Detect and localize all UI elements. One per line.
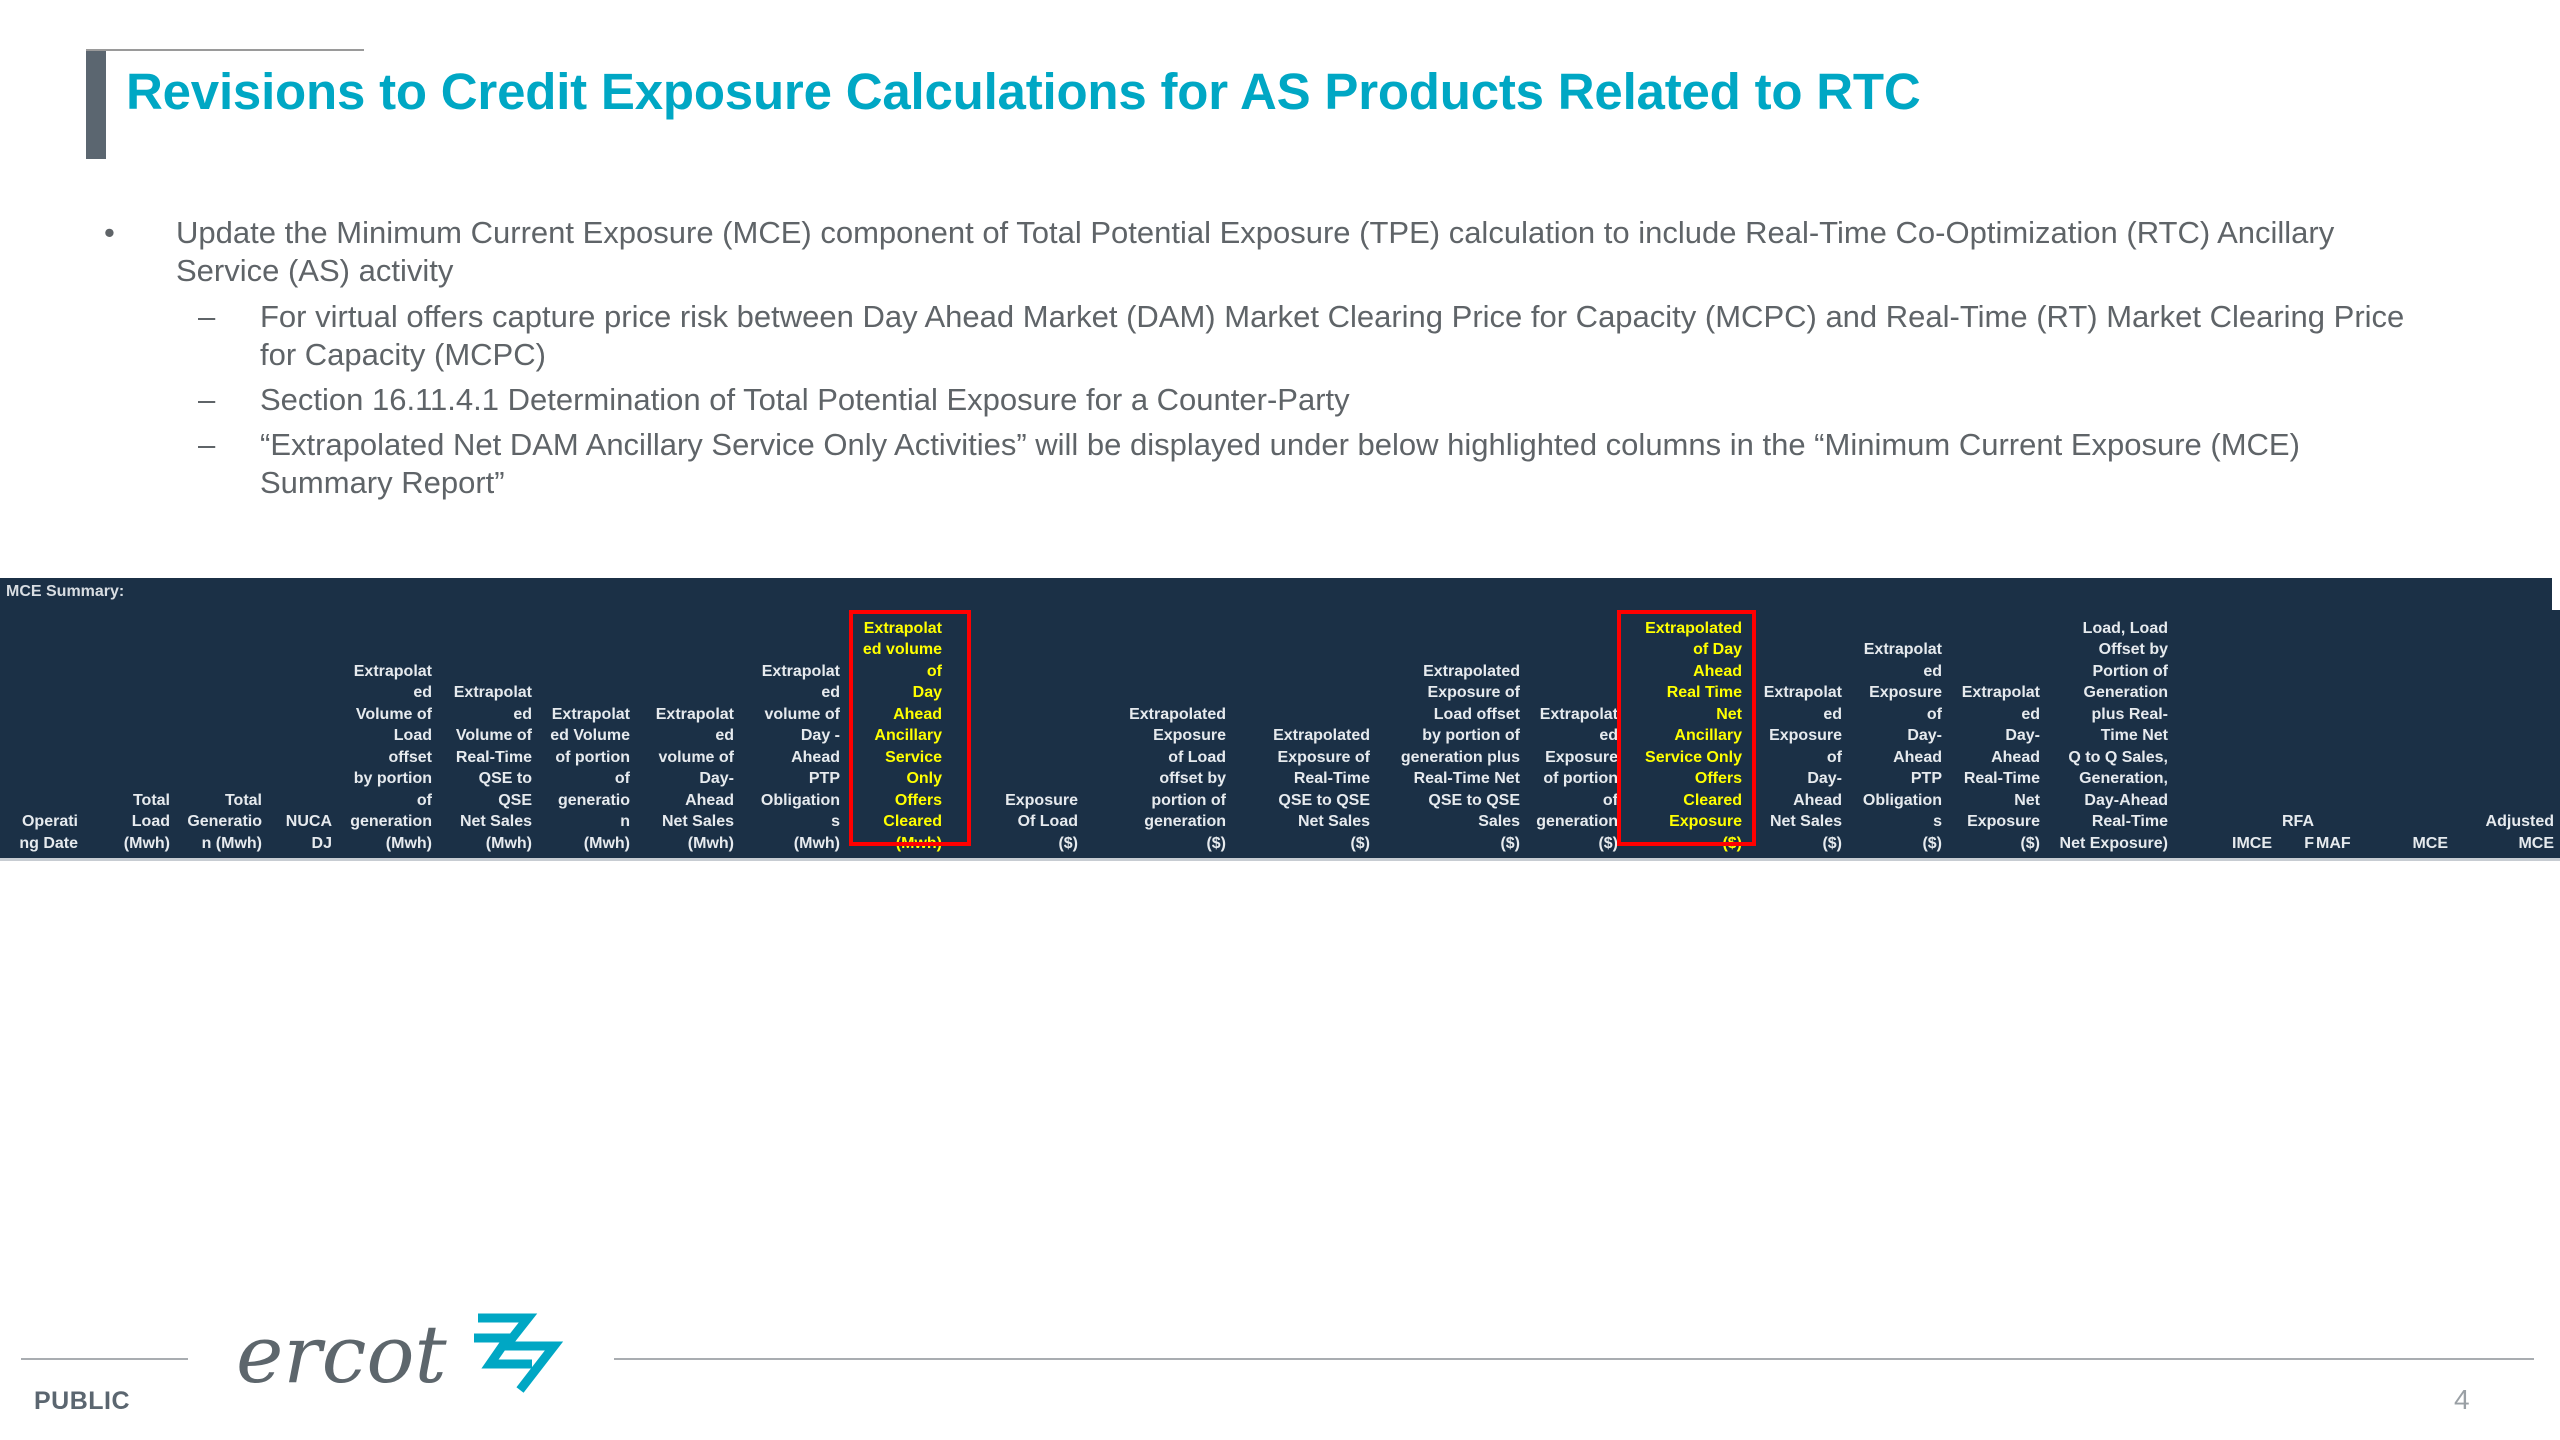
sub-bullet-text: Section 16.11.4.1 Determination of Total… [260, 382, 1350, 417]
mce-summary-table: MCE Summary: Operati ng Date Total Load … [0, 578, 2560, 861]
column-header: Extrapolat ed Volume of portion of gener… [550, 705, 630, 852]
column-header: Extrapolated Exposure of Real-Time QSE t… [1273, 727, 1370, 852]
column-header: Extrapolat ed volume of Day - Ahead PTP … [760, 662, 840, 852]
column-header: Total Generatio n (Mwh) [187, 791, 262, 852]
footer-rule-right [614, 1358, 2534, 1360]
page-number: 4 [2454, 1384, 2470, 1415]
column-header: Extrapolated Exposure of Load offset by … [1400, 662, 1520, 852]
classification-label: PUBLIC [34, 1387, 131, 1415]
column-header: Extrapolat ed Exposure of Day- Ahead Net… [1763, 684, 1842, 852]
highlight-box-rt-exposure [1617, 610, 1756, 846]
title-rule [86, 49, 364, 51]
sub-bullet-text: For virtual offers capture price risk be… [260, 299, 2405, 372]
column-header: Load, Load Offset by Portion of Generati… [2059, 619, 2168, 852]
column-header: Extrapolated Exposure of Load offset by … [1129, 705, 1226, 852]
highlighted-column-header: Extrapolated of Day Ahead Real Time Net … [1645, 619, 1742, 852]
column-header: Extrapolat ed Exposure of portion of gen… [1536, 705, 1618, 852]
sub-bullet-item: – “Extrapolated Net DAM Ancillary Servic… [100, 426, 2440, 502]
column-header: Extrapolat ed Day- Ahead Real-Time Net E… [1961, 684, 2040, 852]
sub-bullet-item: – Section 16.11.4.1 Determination of Tot… [100, 381, 2440, 419]
slide-title: Revisions to Credit Exposure Calculation… [126, 63, 1921, 120]
column-header: RFA F [2282, 813, 2314, 852]
sub-bullet-text: “Extrapolated Net DAM Ancillary Service … [260, 427, 2300, 500]
column-header: Operati ng Date [19, 813, 78, 852]
column-header: Extrapolat ed Volume of Load offset by p… [350, 662, 432, 852]
dash-marker: – [198, 427, 216, 462]
column-header: NUCA DJ [285, 813, 332, 852]
column-header: MAF [2316, 834, 2351, 852]
highlight-box-dam-volume [849, 610, 971, 846]
column-header: Extrapolat ed volume of Day- Ahead Net S… [655, 705, 734, 852]
logo-bolt-icon [474, 1313, 564, 1393]
highlighted-column-header: Extrapolat ed volume of Day Ahead Ancill… [862, 619, 942, 852]
column-header: MCE [2412, 834, 2448, 852]
dash-marker: – [198, 299, 216, 334]
sub-bullet-item: – For virtual offers capture price risk … [100, 298, 2440, 374]
column-header: Total Load (Mwh) [123, 791, 170, 852]
footer-rule-left [21, 1358, 188, 1360]
mce-table-caption: MCE Summary: [0, 578, 2552, 611]
bullet-text: Update the Minimum Current Exposure (MCE… [176, 215, 2335, 288]
bullet-item: • Update the Minimum Current Exposure (M… [100, 214, 2440, 290]
mce-caption-text: MCE Summary: [6, 583, 125, 600]
bullet-marker: • [104, 215, 115, 250]
title-accent-bar [86, 51, 106, 159]
column-header: Extrapolat ed Volume of Real-Time QSE to… [453, 684, 532, 852]
dash-marker: – [198, 382, 216, 417]
column-header: Exposure Of Load ($) [1005, 791, 1078, 852]
ercot-logo: ercot [236, 1308, 564, 1401]
mce-column-headers: Operati ng Date Total Load (Mwh) Total G… [0, 610, 2560, 861]
column-header: Adjusted MCE [2485, 813, 2554, 852]
logo-wordmark: ercot [236, 1308, 448, 1401]
bullet-list: • Update the Minimum Current Exposure (M… [100, 214, 2440, 502]
column-header: Extrapolat ed Exposure of Day- Ahead PTP… [1862, 641, 1942, 852]
column-header: IMCE [2232, 834, 2272, 852]
